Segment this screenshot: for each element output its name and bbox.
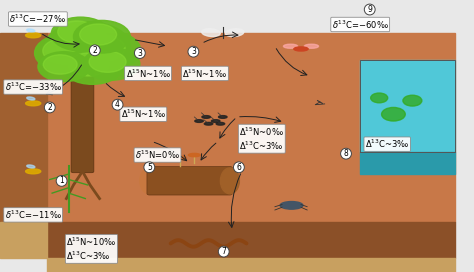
- Circle shape: [58, 21, 96, 43]
- Text: 5: 5: [147, 163, 152, 172]
- FancyBboxPatch shape: [147, 166, 232, 195]
- Circle shape: [45, 22, 130, 71]
- Ellipse shape: [220, 168, 239, 194]
- Ellipse shape: [202, 116, 210, 118]
- Circle shape: [83, 48, 140, 80]
- Ellipse shape: [204, 122, 213, 125]
- Polygon shape: [360, 152, 455, 174]
- Circle shape: [43, 38, 87, 64]
- Text: 3: 3: [191, 47, 196, 56]
- Circle shape: [43, 55, 77, 74]
- Circle shape: [382, 107, 405, 121]
- Ellipse shape: [280, 202, 303, 209]
- Text: $\Delta^{13}$C~3‰: $\Delta^{13}$C~3‰: [365, 138, 410, 150]
- Circle shape: [51, 17, 110, 51]
- Text: $\delta^{13}$C=−33‰: $\delta^{13}$C=−33‰: [5, 81, 62, 93]
- Circle shape: [73, 31, 141, 70]
- Text: $\delta^{15}$N=0‰: $\delta^{15}$N=0‰: [135, 149, 180, 161]
- Circle shape: [403, 95, 422, 106]
- Ellipse shape: [26, 33, 41, 38]
- Ellipse shape: [195, 120, 203, 122]
- Circle shape: [81, 35, 125, 61]
- Ellipse shape: [140, 168, 159, 194]
- Ellipse shape: [216, 122, 225, 125]
- Text: 2: 2: [92, 46, 97, 55]
- Polygon shape: [0, 33, 47, 222]
- Text: 7: 7: [221, 247, 226, 256]
- Text: 1: 1: [59, 176, 64, 186]
- Ellipse shape: [27, 29, 35, 32]
- Circle shape: [371, 93, 388, 103]
- Text: 4: 4: [115, 100, 120, 109]
- Ellipse shape: [26, 101, 41, 106]
- Ellipse shape: [304, 44, 319, 48]
- Text: $\Delta^{15}$N~1‰: $\Delta^{15}$N~1‰: [182, 67, 228, 80]
- Ellipse shape: [188, 153, 200, 157]
- Text: $\delta^{13}$C=−11‰: $\delta^{13}$C=−11‰: [5, 209, 62, 221]
- Polygon shape: [47, 222, 455, 258]
- Circle shape: [38, 52, 90, 82]
- Text: $\delta^{13}$C=−60‰: $\delta^{13}$C=−60‰: [332, 18, 389, 31]
- Ellipse shape: [294, 47, 308, 51]
- Circle shape: [69, 53, 109, 76]
- Ellipse shape: [174, 156, 186, 159]
- Text: 8: 8: [344, 149, 348, 158]
- FancyBboxPatch shape: [71, 69, 94, 173]
- Text: $\Delta^{15}$N~1‰: $\Delta^{15}$N~1‰: [121, 108, 166, 120]
- Ellipse shape: [27, 165, 35, 168]
- Text: $\Delta^{15}$N~0‰
$\Delta^{13}$C~3‰: $\Delta^{15}$N~0‰ $\Delta^{13}$C~3‰: [239, 125, 284, 152]
- Ellipse shape: [26, 169, 41, 174]
- Text: 2: 2: [47, 103, 52, 112]
- Text: 9: 9: [367, 5, 372, 14]
- Circle shape: [56, 28, 112, 60]
- Text: 3: 3: [137, 48, 142, 58]
- Ellipse shape: [225, 29, 244, 36]
- Circle shape: [89, 51, 126, 72]
- Text: 6: 6: [237, 163, 241, 172]
- Polygon shape: [0, 222, 47, 258]
- Text: $\delta^{13}$C=−27‰: $\delta^{13}$C=−27‰: [9, 13, 66, 25]
- Polygon shape: [360, 60, 455, 152]
- Circle shape: [73, 20, 130, 53]
- Ellipse shape: [27, 97, 35, 100]
- Circle shape: [80, 24, 117, 45]
- Circle shape: [62, 49, 123, 84]
- Ellipse shape: [201, 29, 220, 36]
- Text: $\Delta^{15}$N~10‰
$\Delta^{13}$C~3‰: $\Delta^{15}$N~10‰ $\Delta^{13}$C~3‰: [66, 236, 117, 262]
- Ellipse shape: [211, 120, 220, 122]
- Polygon shape: [47, 33, 455, 222]
- Text: $\Delta^{15}$N~1‰: $\Delta^{15}$N~1‰: [126, 67, 171, 80]
- Ellipse shape: [283, 44, 298, 48]
- Polygon shape: [47, 258, 455, 272]
- Ellipse shape: [219, 116, 227, 118]
- Circle shape: [35, 33, 103, 73]
